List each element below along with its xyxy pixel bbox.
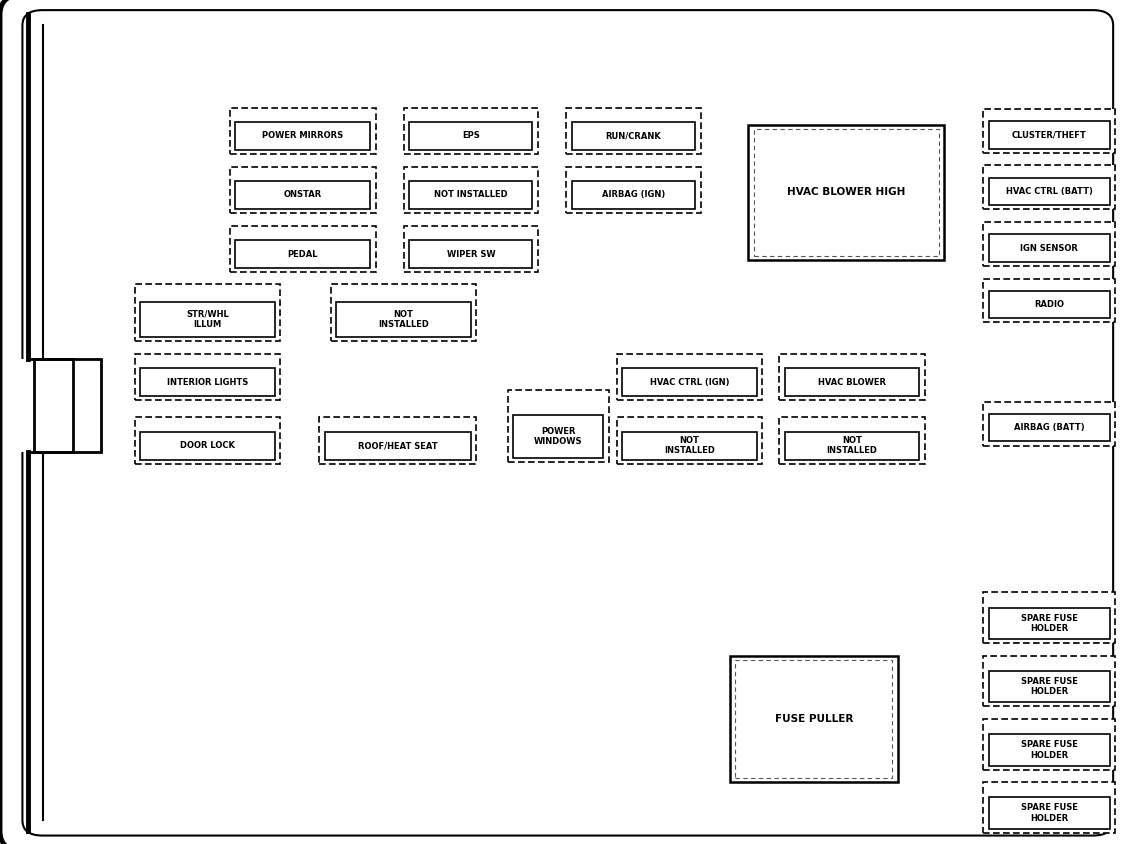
Bar	[409, 181, 532, 208]
Text: INTERIOR LIGHTS: INTERIOR LIGHTS	[167, 378, 248, 387]
Bar	[513, 414, 603, 457]
Bar	[230, 166, 376, 213]
Bar	[566, 166, 701, 213]
Bar	[230, 225, 376, 272]
Bar	[617, 417, 762, 464]
Bar	[983, 279, 1115, 322]
Bar	[749, 125, 944, 260]
Bar	[983, 592, 1115, 643]
Bar	[983, 109, 1115, 153]
Bar	[983, 719, 1115, 770]
Bar	[325, 432, 471, 459]
Text: DOOR LOCK: DOOR LOCK	[180, 441, 234, 450]
Text: SPARE FUSE
HOLDER: SPARE FUSE HOLDER	[1021, 677, 1077, 696]
Text: HVAC CTRL (IGN): HVAC CTRL (IGN)	[650, 378, 729, 387]
Text: AIRBAG (BATT): AIRBAG (BATT)	[1013, 424, 1085, 432]
Bar	[983, 165, 1115, 209]
Bar	[785, 368, 919, 396]
Bar	[779, 417, 925, 464]
Bar	[140, 432, 275, 459]
Bar	[404, 166, 538, 213]
Text: ONSTAR: ONSTAR	[284, 191, 322, 199]
Text: HVAC CTRL (BATT): HVAC CTRL (BATT)	[1006, 187, 1093, 196]
Text: IGN SENSOR: IGN SENSOR	[1020, 244, 1078, 252]
Bar	[989, 608, 1110, 639]
Bar	[140, 368, 275, 396]
Bar	[617, 354, 762, 400]
Text: SPARE FUSE
HOLDER: SPARE FUSE HOLDER	[1021, 740, 1077, 760]
Text: NOT INSTALLED: NOT INSTALLED	[434, 191, 508, 199]
Bar	[508, 390, 609, 462]
Text: PEDAL: PEDAL	[287, 250, 318, 258]
Bar	[404, 225, 538, 272]
Text: POWER MIRRORS: POWER MIRRORS	[262, 132, 343, 140]
Bar	[730, 656, 898, 782]
Bar	[135, 354, 280, 400]
Bar	[409, 122, 532, 149]
Bar	[735, 660, 892, 778]
Bar	[989, 178, 1110, 205]
Bar	[135, 284, 280, 341]
Bar	[989, 734, 1110, 766]
Bar	[404, 107, 538, 154]
Text: SPARE FUSE
HOLDER: SPARE FUSE HOLDER	[1021, 803, 1077, 823]
Bar	[983, 402, 1115, 446]
Bar	[779, 354, 925, 400]
Text: ROOF/HEAT SEAT: ROOF/HEAT SEAT	[358, 441, 438, 450]
Text: SPARE FUSE
HOLDER: SPARE FUSE HOLDER	[1021, 614, 1077, 633]
Text: FUSE PULLER: FUSE PULLER	[775, 714, 853, 724]
Bar	[331, 284, 476, 341]
Text: AIRBAG (IGN): AIRBAG (IGN)	[602, 191, 665, 199]
Bar	[17, 359, 106, 452]
Bar	[230, 107, 376, 154]
Text: POWER
WINDOWS: POWER WINDOWS	[534, 427, 583, 446]
Bar	[753, 129, 938, 256]
Text: HVAC BLOWER HIGH: HVAC BLOWER HIGH	[787, 187, 906, 197]
Bar	[983, 222, 1115, 266]
Text: RADIO: RADIO	[1035, 300, 1064, 309]
Text: HVAC BLOWER: HVAC BLOWER	[818, 378, 886, 387]
Bar	[235, 240, 370, 268]
Bar	[989, 122, 1110, 149]
Bar	[989, 671, 1110, 702]
Text: NOT
INSTALLED: NOT INSTALLED	[826, 436, 878, 455]
Text: CLUSTER/THEFT: CLUSTER/THEFT	[1012, 131, 1086, 139]
Bar	[983, 656, 1115, 706]
Bar	[572, 181, 695, 208]
Text: STR/WHL
ILLUM: STR/WHL ILLUM	[186, 310, 229, 329]
Bar	[622, 432, 757, 459]
Text: RUN/CRANK: RUN/CRANK	[605, 132, 661, 140]
Bar	[572, 122, 695, 149]
Bar	[336, 302, 471, 337]
Text: NOT
INSTALLED: NOT INSTALLED	[378, 310, 429, 329]
Bar	[409, 240, 532, 268]
Bar	[989, 235, 1110, 262]
Bar	[989, 414, 1110, 441]
Text: WIPER SW: WIPER SW	[446, 250, 495, 258]
Bar	[983, 782, 1115, 833]
Bar	[319, 417, 476, 464]
Text: EPS: EPS	[462, 132, 480, 140]
Bar	[566, 107, 701, 154]
Bar	[235, 122, 370, 149]
Bar	[235, 181, 370, 208]
Bar	[34, 359, 101, 452]
FancyBboxPatch shape	[22, 10, 1113, 836]
Bar	[785, 432, 919, 459]
Bar	[989, 291, 1110, 318]
Bar	[622, 368, 757, 396]
Text: NOT
INSTALLED: NOT INSTALLED	[664, 436, 715, 455]
Bar	[135, 417, 280, 464]
Bar	[989, 798, 1110, 829]
Bar	[140, 302, 275, 337]
